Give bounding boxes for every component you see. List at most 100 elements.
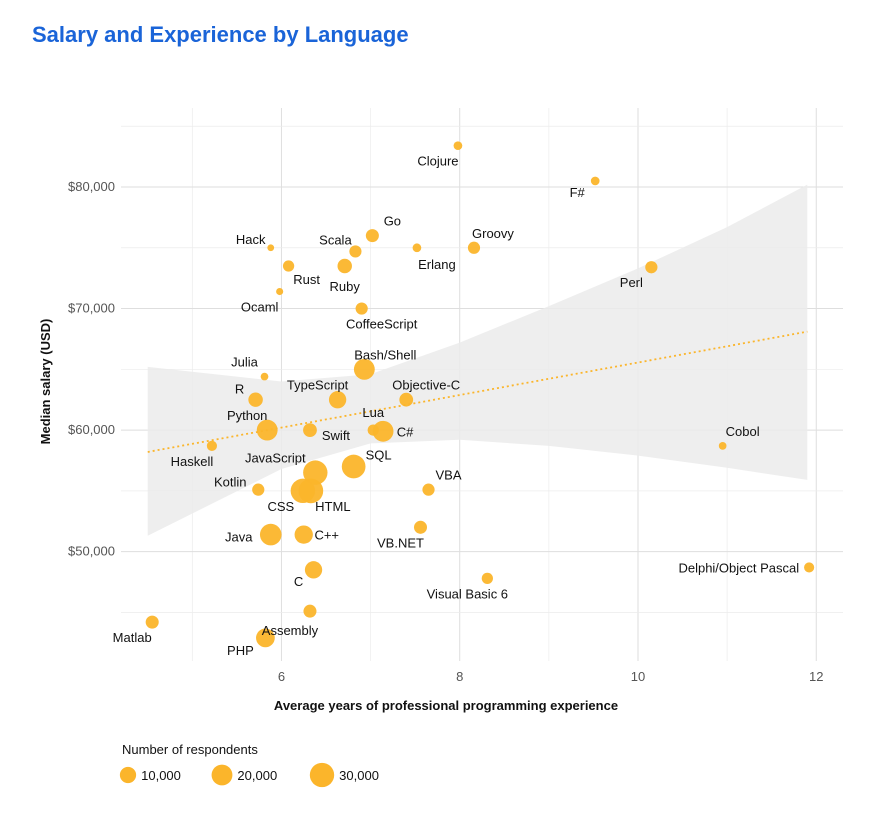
point-label: Erlang <box>418 257 456 272</box>
data-point <box>252 483 265 496</box>
data-point <box>718 442 727 450</box>
point-label: Objective-C <box>392 378 460 393</box>
data-point <box>413 520 428 534</box>
data-point <box>282 260 295 272</box>
data-point <box>412 243 422 253</box>
data-point <box>367 424 379 436</box>
data-point <box>145 615 159 629</box>
data-point <box>645 261 658 274</box>
data-point <box>337 258 352 274</box>
data-point <box>328 391 347 409</box>
data-point <box>804 562 815 573</box>
point-label: F# <box>570 185 586 200</box>
chart-title: Salary and Experience by Language <box>32 22 409 47</box>
y-tick-label: $60,000 <box>68 422 115 437</box>
point-label: JavaScript <box>245 451 306 466</box>
point-label: Lua <box>362 405 384 420</box>
data-point <box>276 287 284 296</box>
point-label: SQL <box>366 448 392 463</box>
point-label: Visual Basic 6 <box>427 586 508 601</box>
point-label: Clojure <box>417 154 458 169</box>
point-label: Assembly <box>262 623 319 638</box>
legend-title: Number of respondents <box>122 742 258 757</box>
point-label: R <box>235 382 244 397</box>
data-point <box>259 523 282 546</box>
x-tick-label: 6 <box>278 669 285 684</box>
data-point <box>399 392 414 407</box>
data-point <box>256 419 278 441</box>
point-label: Julia <box>231 355 259 370</box>
confidence-band <box>147 184 808 536</box>
point-label: Scala <box>319 232 352 247</box>
point-label: Java <box>225 530 253 545</box>
legend-swatch <box>211 764 233 786</box>
x-tick-label: 10 <box>631 669 645 684</box>
point-label: Ruby <box>330 279 361 294</box>
y-axis-title: Median salary (USD) <box>38 319 53 445</box>
point-label: Bash/Shell <box>354 347 416 362</box>
legend-swatch <box>309 762 335 788</box>
data-point <box>303 460 328 485</box>
point-label: Perl <box>620 275 643 290</box>
axis-layer: 6 8 10 12 $50,000 $60,000 $70,000 $80,000 Averag… <box>38 179 823 713</box>
data-point <box>355 302 368 315</box>
point-label: Ocaml <box>241 300 279 315</box>
data-point <box>303 423 317 437</box>
y-tick-label: $50,000 <box>68 544 115 559</box>
point-label: Kotlin <box>214 475 247 490</box>
data-point <box>256 628 275 648</box>
data-point <box>353 358 375 380</box>
data-point <box>304 561 323 579</box>
points-layer <box>145 141 815 648</box>
legend-layer: Number of respondents 10,000 20,000 30,000 <box>119 742 379 788</box>
data-point <box>303 604 317 618</box>
point-label: Go <box>384 214 401 229</box>
data-point <box>453 141 463 151</box>
point-label: C <box>294 574 303 589</box>
point-label: Haskell <box>171 454 214 469</box>
point-label: CoffeeScript <box>346 317 418 332</box>
point-label: Matlab <box>113 630 152 645</box>
x-axis-title: Average years of professional programmin… <box>274 698 618 713</box>
legend-swatch <box>119 766 137 784</box>
data-point <box>206 440 217 451</box>
point-labels-layer: Clojure F# Hack Go Scala Erlang Groovy Rust Ruby… <box>113 154 800 658</box>
point-label: Swift <box>322 428 351 443</box>
data-point <box>294 525 313 544</box>
data-point <box>260 372 269 381</box>
data-point <box>349 245 362 258</box>
x-tick-label: 12 <box>809 669 823 684</box>
point-label: HTML <box>315 499 350 514</box>
legend-label: 10,000 <box>141 768 181 783</box>
data-point <box>365 229 379 243</box>
point-label: C# <box>397 424 414 439</box>
x-tick-label: 8 <box>456 669 463 684</box>
y-tick-label: $70,000 <box>68 301 115 316</box>
point-label: C++ <box>314 528 339 543</box>
point-label: Rust <box>293 272 320 287</box>
point-label: Cobol <box>726 424 760 439</box>
point-label: VB.NET <box>377 535 424 550</box>
point-label: Hack <box>236 232 266 247</box>
point-label: PHP <box>227 643 254 658</box>
point-label: Delphi/Object Pascal <box>678 560 799 575</box>
point-label: TypeScript <box>287 378 349 393</box>
data-point <box>481 572 493 584</box>
data-point <box>341 454 366 479</box>
data-point <box>267 244 275 252</box>
data-point <box>467 241 481 254</box>
data-point <box>248 392 263 407</box>
point-label: Groovy <box>472 226 514 241</box>
y-tick-label: $80,000 <box>68 179 115 194</box>
point-label: VBA <box>436 468 462 483</box>
data-point <box>422 483 435 496</box>
legend-label: 30,000 <box>339 768 379 783</box>
point-label: CSS <box>267 499 294 514</box>
data-point <box>372 420 394 442</box>
data-point <box>590 176 600 186</box>
data-point <box>290 478 316 504</box>
point-label: Python <box>227 408 267 423</box>
grid-layer <box>121 108 843 661</box>
confidence-band-layer <box>147 184 808 536</box>
